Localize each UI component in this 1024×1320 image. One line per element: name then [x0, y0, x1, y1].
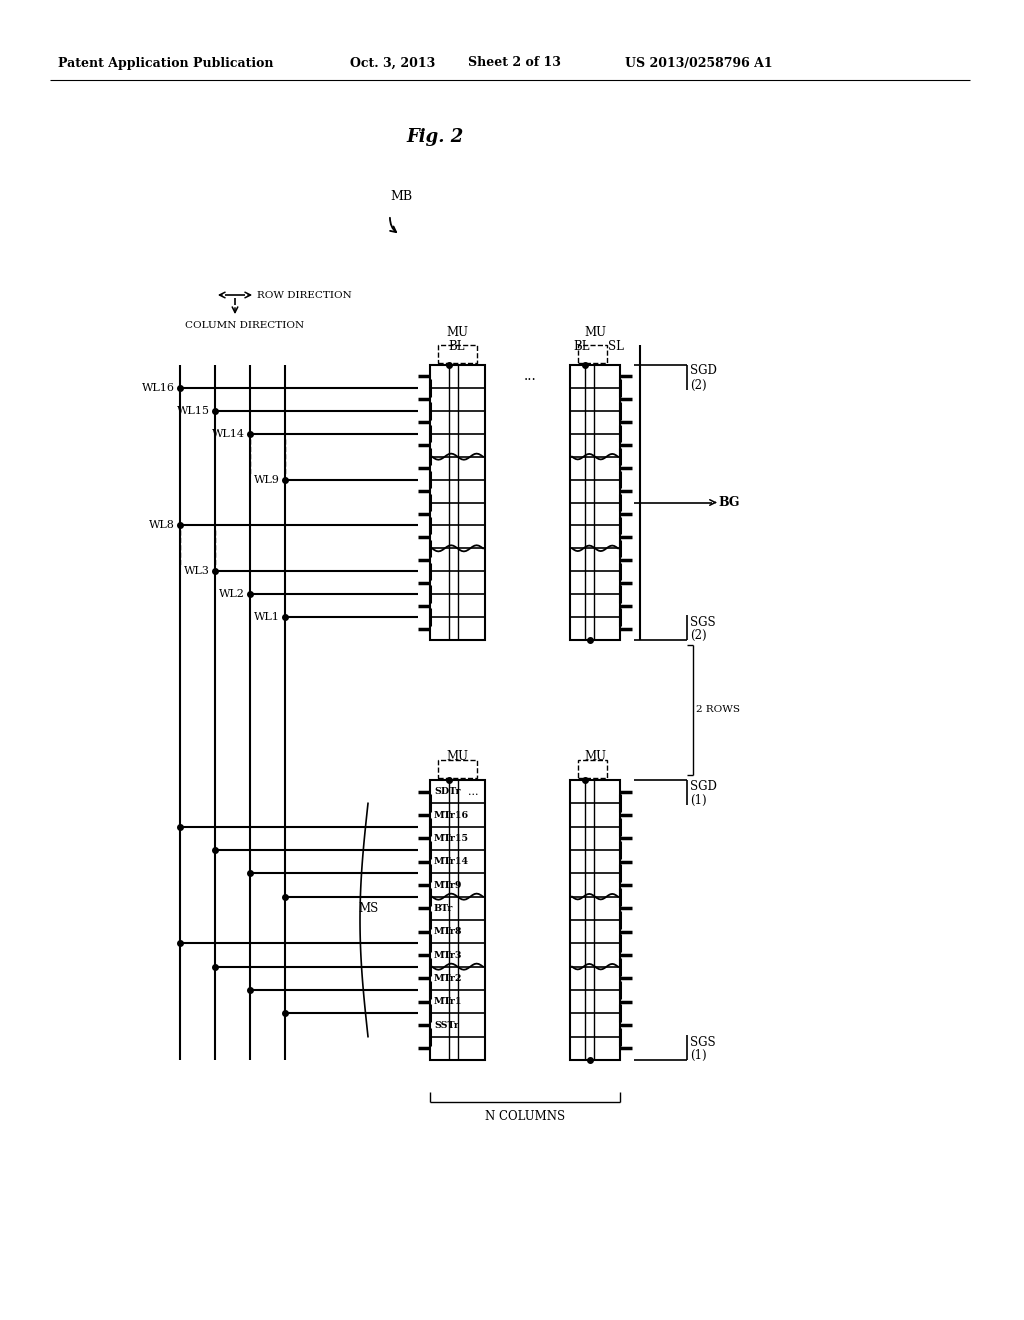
Text: (1): (1) — [690, 1048, 707, 1061]
Bar — [438, 760, 477, 777]
Text: WL8: WL8 — [150, 520, 175, 531]
Text: N COLUMNS: N COLUMNS — [485, 1110, 565, 1122]
Text: WL14: WL14 — [212, 429, 245, 438]
Bar — [430, 780, 485, 1060]
Text: MTr2: MTr2 — [434, 974, 463, 983]
Text: MTr9: MTr9 — [434, 880, 463, 890]
Text: SGS: SGS — [690, 615, 716, 628]
Text: MU: MU — [446, 750, 468, 763]
Bar — [578, 345, 607, 363]
Text: Patent Application Publication: Patent Application Publication — [58, 57, 273, 70]
Text: BG: BG — [718, 496, 739, 510]
Text: ...: ... — [468, 787, 478, 797]
Text: SGD: SGD — [690, 364, 717, 378]
Bar — [570, 366, 620, 640]
Text: SGD: SGD — [690, 780, 717, 792]
Text: US 2013/0258796 A1: US 2013/0258796 A1 — [625, 57, 773, 70]
Text: SSTr: SSTr — [434, 1020, 459, 1030]
Text: (1): (1) — [690, 793, 707, 807]
Text: SGS: SGS — [690, 1035, 716, 1048]
Text: WL1: WL1 — [254, 612, 280, 622]
Text: MB: MB — [390, 190, 412, 202]
Bar — [438, 345, 477, 363]
Text: COLUMN DIRECTION: COLUMN DIRECTION — [185, 321, 304, 330]
Text: BL: BL — [573, 341, 590, 354]
Text: WL2: WL2 — [219, 589, 245, 599]
Text: WL3: WL3 — [184, 566, 210, 577]
Text: MTr1: MTr1 — [434, 997, 463, 1006]
Text: WL9: WL9 — [254, 475, 280, 484]
Text: MU: MU — [446, 326, 468, 339]
Text: WL16: WL16 — [142, 383, 175, 393]
Text: MTr3: MTr3 — [434, 950, 463, 960]
Text: BTr: BTr — [434, 904, 454, 913]
Text: (2): (2) — [690, 379, 707, 392]
Text: MTr15: MTr15 — [434, 834, 469, 843]
Text: SL: SL — [608, 341, 624, 354]
Bar — [578, 760, 607, 777]
Text: MU: MU — [584, 750, 606, 763]
Bar — [570, 780, 620, 1060]
Text: Oct. 3, 2013: Oct. 3, 2013 — [350, 57, 435, 70]
Text: ROW DIRECTION: ROW DIRECTION — [257, 290, 352, 300]
Text: (2): (2) — [690, 628, 707, 642]
Text: WL15: WL15 — [177, 405, 210, 416]
Text: MTr16: MTr16 — [434, 810, 469, 820]
Text: Fig. 2: Fig. 2 — [407, 128, 464, 147]
Text: MS: MS — [358, 902, 378, 915]
Text: BL: BL — [449, 341, 465, 354]
Bar — [430, 366, 485, 640]
Text: Sheet 2 of 13: Sheet 2 of 13 — [468, 57, 561, 70]
Text: MU: MU — [584, 326, 606, 339]
Text: MTr14: MTr14 — [434, 857, 469, 866]
Text: ...: ... — [523, 370, 537, 383]
Text: MTr8: MTr8 — [434, 927, 463, 936]
Text: SDTr: SDTr — [434, 787, 461, 796]
Text: 2 ROWS: 2 ROWS — [696, 705, 740, 714]
